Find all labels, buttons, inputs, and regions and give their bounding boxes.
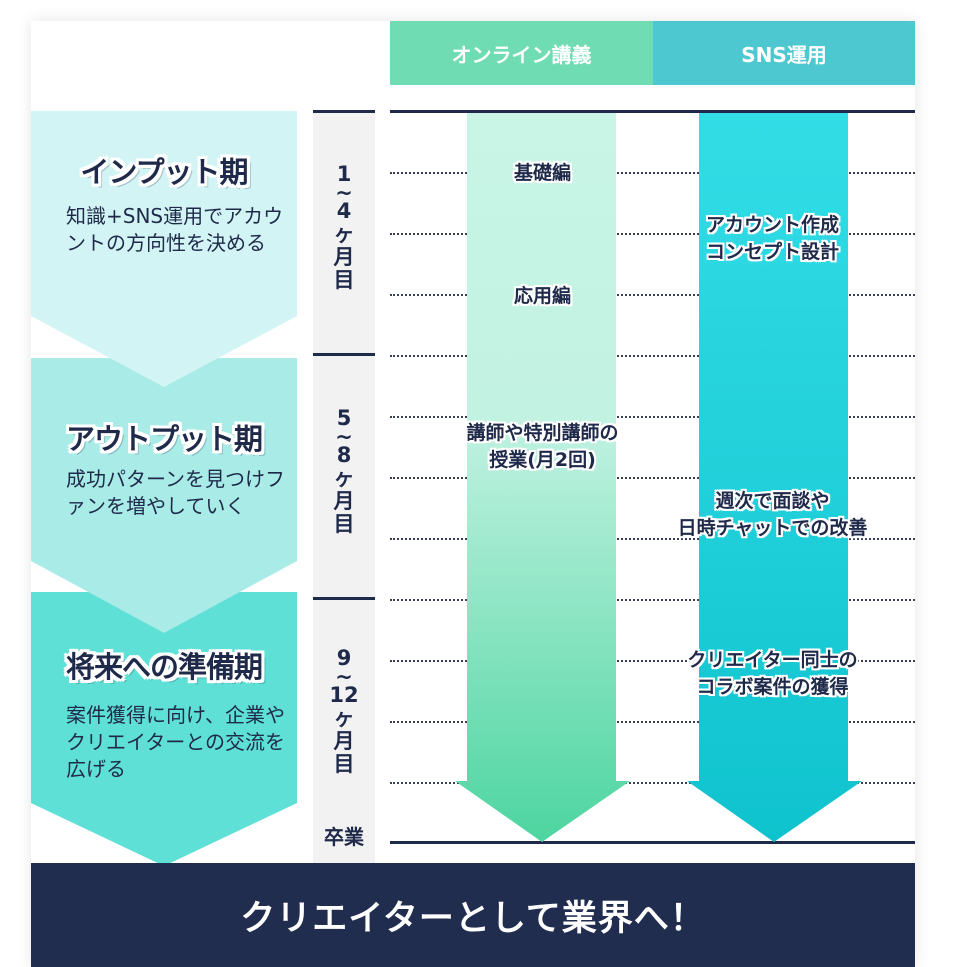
phase-chevron-2	[31, 358, 297, 633]
sns-collab-label: クリエイター同士の コラボ案件の獲得	[687, 649, 858, 698]
timeline-label-months-9-12: 9 ~12 ヶ月目	[329, 646, 359, 776]
grid-bottom-line	[390, 841, 915, 844]
online-lectures-label: 講師や特別講師の 授業(月2回)	[466, 422, 619, 471]
timeline-label-months-5-8: 5 ~8 ヶ月目	[333, 406, 355, 536]
timeline-divider	[313, 110, 375, 113]
grid-dotted-line	[390, 782, 915, 784]
grid-dotted-line	[390, 721, 915, 723]
grid-dotted-line	[390, 477, 915, 479]
phase-description: 知識+SNS運用でアカウントの方向性を決める	[66, 204, 284, 255]
phase-chevrons	[31, 111, 297, 866]
phase-title: 将来への準備期	[65, 650, 263, 684]
phase-description: 成功パターンを見つけファンを増やしていく	[66, 467, 285, 518]
timeline-column	[313, 111, 375, 863]
grid-dotted-line	[390, 294, 915, 296]
phase-description: 案件獲得に向け、企業やクリエイターとの交流を広げる	[66, 703, 285, 781]
timeline-label-graduation: 卒業	[324, 825, 364, 849]
grid-dotted-line	[390, 416, 915, 418]
column-header-sns-label: SNS運用	[741, 42, 827, 67]
arrow-sns	[687, 113, 862, 842]
sns-account-label: アカウント作成 コンセプト設計	[705, 214, 839, 263]
arrow-online-lecture	[455, 113, 630, 842]
column-header-online: オンライン講義	[390, 21, 653, 85]
phase-chevron-3	[31, 592, 297, 866]
timeline-label-months-1-4: 1 ~4 ヶ月目	[333, 162, 355, 292]
sns-weekly-label: 週次で面談や 日時チャットでの改善	[677, 490, 868, 539]
phase-output: アウトプット期 成功パターンを見つけファンを増やしていく	[31, 358, 297, 634]
grid-dotted-line	[390, 599, 915, 601]
phase-title: インプット期	[80, 155, 248, 189]
grid-dotted-line	[390, 538, 915, 540]
phase-future: 将来への準備期 案件獲得に向け、企業やクリエイターとの交流を広げる	[31, 592, 297, 868]
phase-input: インプット期 知識+SNS運用でアカウントの方向性を決める	[31, 111, 297, 387]
timeline-divider	[313, 353, 375, 356]
footer-banner: クリエイターとして業界へ！	[31, 863, 915, 967]
grid-dotted-line	[390, 355, 915, 357]
grid-dotted-line	[390, 172, 915, 174]
grid-dotted-line	[390, 233, 915, 235]
grid-top-line	[390, 110, 915, 113]
column-header-sns: SNS運用	[653, 21, 915, 85]
footer-text: クリエイターとして業界へ！	[240, 898, 706, 939]
phase-title: アウトプット期	[65, 422, 263, 456]
column-header-online-label: オンライン講義	[451, 42, 592, 67]
grid-dotted-line	[390, 660, 915, 662]
online-applied-label: 応用編	[513, 285, 571, 307]
phase-chevron-1	[31, 111, 297, 387]
timeline-divider	[313, 597, 375, 600]
online-basic-label: 基礎編	[513, 162, 571, 184]
